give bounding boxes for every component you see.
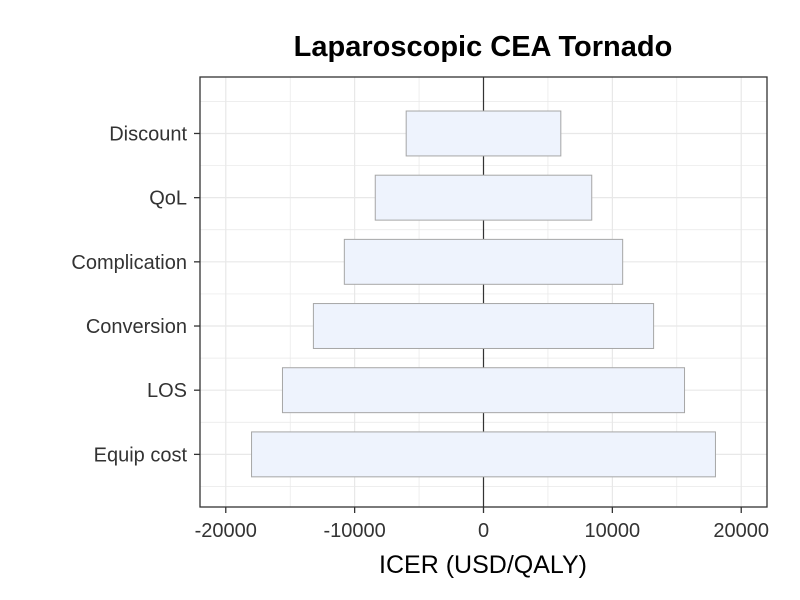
x-tick-label: -10000 <box>323 520 385 542</box>
y-tick-label: Conversion <box>86 316 187 338</box>
x-tick-label: -20000 <box>195 520 257 542</box>
chart-title: Laparoscopic CEA Tornado <box>294 31 673 63</box>
bar-equip-cost <box>251 431 716 478</box>
x-axis: -20000 -10000 0 10000 20000 <box>195 507 769 542</box>
bar-discount <box>405 110 562 157</box>
x-tick-label: 10000 <box>585 520 641 542</box>
bar-los <box>281 367 686 414</box>
x-tick-label: 0 <box>478 520 489 542</box>
x-tick-label: 20000 <box>713 520 769 542</box>
y-tick-label: Complication <box>71 252 187 274</box>
bar-conversion <box>312 303 655 349</box>
bar-qol <box>374 174 593 221</box>
bar-complication <box>343 238 624 285</box>
x-axis-label: ICER (USD/QALY) <box>379 551 587 579</box>
y-tick-label: Equip cost <box>94 444 188 466</box>
y-axis: Discount QoL Complication Conversion LOS Equi… <box>71 123 200 466</box>
y-tick-label: LOS <box>147 380 187 402</box>
y-tick-label: QoL <box>149 188 187 210</box>
y-tick-label: Discount <box>109 123 187 145</box>
bars <box>251 110 716 478</box>
